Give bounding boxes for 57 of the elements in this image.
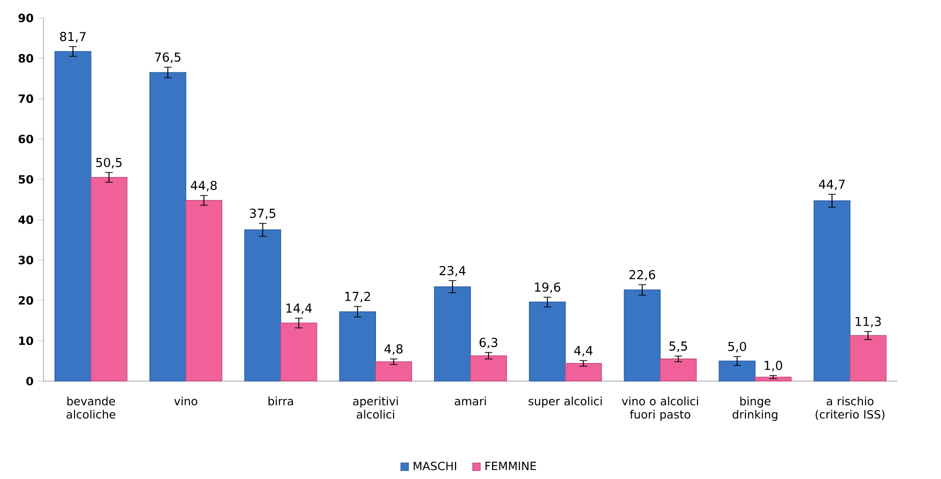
- bar: [470, 355, 507, 382]
- x-tick-label: binge drinking: [732, 396, 778, 421]
- data-label: 44,7: [818, 180, 845, 190]
- x-tick-label: vino: [174, 396, 198, 406]
- y-tick-label: 20: [18, 296, 34, 305]
- bar: [624, 289, 661, 382]
- bar: [375, 361, 412, 382]
- data-label: 76,5: [155, 52, 180, 63]
- data-label: 14,4: [286, 303, 312, 314]
- y-tick-label: 10: [19, 336, 34, 345]
- data-label: 44,8: [190, 180, 217, 192]
- data-label: 1,0: [764, 360, 782, 372]
- legend-label: MASCHI: [414, 462, 456, 470]
- y-tick-label: 80: [18, 54, 34, 62]
- x-tick-label: birra: [268, 396, 293, 406]
- y-tick-label: 90: [18, 13, 34, 22]
- data-label: 4,4: [574, 346, 592, 356]
- bar: [54, 50, 92, 382]
- bar: [814, 200, 850, 382]
- bar: [754, 376, 792, 382]
- data-label: 23,4: [440, 266, 466, 276]
- y-tick-label: 70: [18, 94, 34, 103]
- legend-label: FEMMINE: [486, 462, 536, 470]
- data-label: 22,6: [629, 270, 656, 280]
- data-label: 11,3: [856, 316, 881, 328]
- data-label: 17,2: [345, 292, 370, 302]
- bar: [149, 72, 186, 382]
- data-label: 81,7: [60, 32, 86, 42]
- x-tick-label: vino o alcolici fuori pasto: [622, 396, 698, 421]
- x-tick-label: bevande alcoliche: [66, 396, 116, 418]
- y-tick-label: 50: [18, 174, 34, 184]
- data-label: 50,5: [96, 158, 122, 168]
- data-label: 37,5: [250, 208, 276, 220]
- x-tick-label: a rischio (criterio ISS): [816, 396, 884, 420]
- bar: [90, 176, 128, 382]
- bar: [434, 286, 471, 382]
- x-tick-label: super alcolici: [528, 396, 602, 408]
- bar: [660, 358, 697, 382]
- y-tick-label: 60: [18, 134, 34, 144]
- bar: [718, 360, 756, 382]
- data-label: 6,3: [480, 338, 498, 348]
- y-tick-label: 30: [18, 256, 34, 264]
- bar: [850, 334, 886, 382]
- data-label: 5,0: [728, 342, 746, 352]
- y-tick-label: 40: [18, 215, 34, 224]
- data-label: 4,8: [384, 344, 403, 355]
- x-tick-label: aperitivi alcolici: [353, 396, 398, 418]
- bar: [528, 301, 566, 382]
- bar: [280, 322, 318, 382]
- bar: [244, 229, 282, 382]
- data-label: 5,5: [669, 341, 687, 352]
- bar: [565, 362, 602, 382]
- bar: [339, 311, 376, 382]
- data-label: 19,6: [535, 282, 560, 293]
- y-tick-label: 0: [26, 376, 34, 386]
- x-tick-label: amari: [454, 396, 486, 406]
- bar: [185, 200, 222, 382]
